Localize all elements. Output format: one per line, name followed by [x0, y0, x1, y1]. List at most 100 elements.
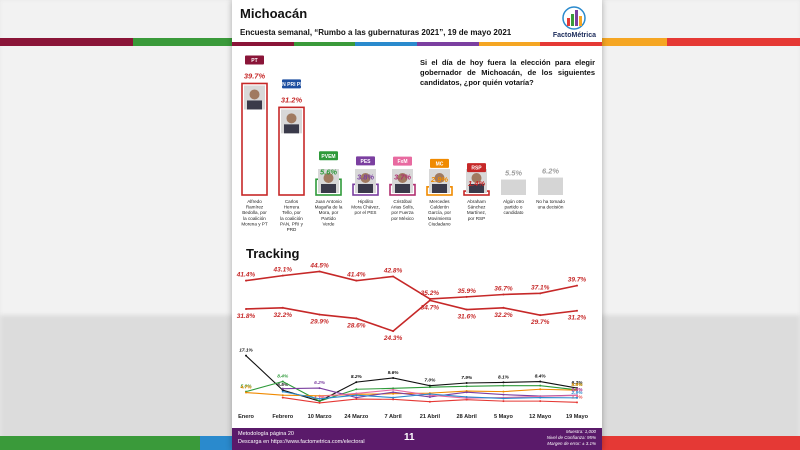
slide-subtitle: Encuesta semanal, “Rumbo a las gubernatu… — [240, 28, 512, 37]
x-tick-label-6: 28 Abril — [457, 414, 478, 420]
bottom-point-6-7 — [502, 397, 505, 400]
bar-value-label-0: 39.7% — [244, 71, 266, 80]
bottom-point-4-2 — [318, 401, 321, 404]
party-logo-5: MC — [430, 158, 449, 168]
bottom-label-6-9: 2.9% — [571, 390, 584, 396]
party-logo-2: PVEM — [319, 151, 338, 161]
margin-of-error: Margen de error: ± 3.1% — [547, 441, 596, 447]
party-logo-0: PT — [245, 55, 264, 65]
bottom-point-2-4 — [392, 392, 395, 395]
bar-value-label-4: 3.7% — [394, 173, 411, 182]
top-label-1-1: 32.2% — [274, 312, 293, 319]
top-point-1-9 — [576, 309, 578, 312]
top-label-1-3: 28.6% — [346, 322, 366, 329]
bottom-point-5-9 — [576, 394, 578, 397]
bar-value-label-7: 5.5% — [505, 169, 522, 178]
person-head-icon — [434, 173, 445, 183]
bottom-label-1-0: 5.0% — [241, 384, 253, 390]
bar-value-label-3: 3.8% — [357, 172, 374, 181]
party-logo-1: PAN PRI PRD — [276, 79, 308, 89]
top-point-0-5 — [428, 297, 431, 300]
x-tick-label-1: Febrero — [272, 414, 293, 420]
bottom-point-3-7 — [502, 393, 505, 396]
sample-size: Muestra: 1,000 — [565, 429, 596, 434]
bottom-point-6-5 — [428, 393, 431, 396]
party-logo-box — [245, 55, 264, 65]
bottom-point-0-8 — [539, 380, 542, 383]
top-point-0-9 — [576, 284, 578, 287]
bottom-point-3-6 — [465, 391, 468, 394]
x-tick-label-7: 5 Mayo — [494, 414, 514, 420]
party-logo-6: RSP — [467, 163, 486, 173]
person-body-icon — [469, 184, 484, 193]
bottom-point-0-1 — [281, 389, 284, 392]
person-body-icon — [247, 100, 262, 110]
top-point-1-3 — [355, 317, 358, 320]
top-point-0-6 — [465, 295, 468, 298]
bottom-point-2-7 — [502, 390, 505, 393]
bar-value-label-5: 2.9% — [430, 175, 448, 184]
bottom-point-1-5 — [428, 386, 431, 389]
top-label-0-2: 44.5% — [309, 262, 329, 269]
bottom-point-2-9 — [576, 389, 578, 392]
person-head-icon — [249, 89, 260, 100]
bottom-point-0-5 — [428, 384, 431, 387]
bottom-label-3-9: 3.8% — [572, 387, 584, 393]
bottom-point-0-7 — [502, 381, 505, 384]
party-logo-3: PES — [356, 156, 375, 166]
download-link[interactable]: Descarga en https://www.factometrica.com… — [238, 438, 365, 445]
top-point-0-0 — [245, 279, 247, 282]
candidate-photo-3 — [355, 169, 376, 193]
bottom-point-5-2 — [318, 395, 321, 398]
x-tick-label-3: 24 Marzo — [344, 414, 369, 420]
person-body-icon — [284, 124, 299, 134]
top-point-1-5 — [428, 299, 431, 302]
top-point-0-2 — [318, 270, 321, 273]
party-logo-box — [356, 156, 375, 166]
person-body-icon — [321, 184, 336, 193]
person-head-icon — [360, 173, 371, 183]
bottom-point-3-3 — [355, 396, 358, 399]
person-head-icon — [323, 173, 334, 183]
candidate-photo-5 — [429, 169, 450, 193]
slide: Michoacán Encuesta semanal, “Rumbo a las… — [232, 0, 602, 450]
top-label-0-0: 41.4% — [236, 272, 256, 279]
bottom-point-1-4 — [392, 387, 395, 390]
party-logo-box — [393, 156, 412, 166]
bottom-label-0-4: 9.6% — [388, 370, 400, 376]
bottom-label-0-0: 17.1% — [239, 348, 253, 354]
methodology-note: Metodología página 20 — [238, 431, 294, 437]
category-label-4: Cristóbal Arias Solís, por Fuerza por Méxic… — [391, 199, 414, 221]
party-logo-text: PAN PRI PRD — [276, 82, 308, 88]
bar-8 — [538, 177, 563, 195]
survey-meta: Muestra: 1,000 Nivel de Confianza: 95% M… — [547, 429, 596, 447]
candidate-photo-6 — [466, 169, 487, 193]
person-head-icon — [286, 113, 297, 124]
party-logo-text: FxM — [398, 159, 408, 165]
bottom-point-4-3 — [355, 398, 358, 401]
bottom-point-3-1 — [281, 387, 284, 390]
bottom-point-4-7 — [502, 400, 505, 403]
factometrica-logo-icon — [562, 6, 586, 30]
party-logo-text: PVEM — [321, 154, 335, 160]
brand-name: FactoMétrica — [552, 32, 596, 39]
top-label-1-8: 29.7% — [530, 319, 550, 326]
x-tick-label-4: 7 Abril — [385, 414, 403, 420]
category-label-2: Juan Antonio Magaña de la Mora, por Partido… — [315, 199, 343, 226]
bottom-line-5 — [319, 389, 578, 399]
bottom-point-6-9 — [576, 396, 578, 399]
bottom-label-3-2: 6.2% — [314, 380, 326, 386]
category-label-8: No ha tomado una decisión — [536, 199, 565, 210]
category-label-6: Abraham Sánchez Martínez, por RSP — [467, 199, 486, 221]
bottom-line-1 — [245, 380, 578, 402]
category-label-5: Mercedes Calderón García, por Movimiento Ciu… — [428, 199, 452, 226]
category-label-7: Algún otro partido o candidato — [503, 199, 524, 215]
top-label-0-5: 35.2% — [421, 290, 440, 297]
party-logo-box — [319, 151, 338, 161]
bottom-label-0-5: 7.0% — [424, 378, 436, 384]
bottom-point-6-6 — [465, 395, 468, 398]
party-logo-text: MC — [436, 161, 444, 167]
bottom-point-0-0 — [245, 354, 247, 357]
bottom-point-4-4 — [392, 398, 395, 401]
person-body-icon — [358, 184, 373, 193]
